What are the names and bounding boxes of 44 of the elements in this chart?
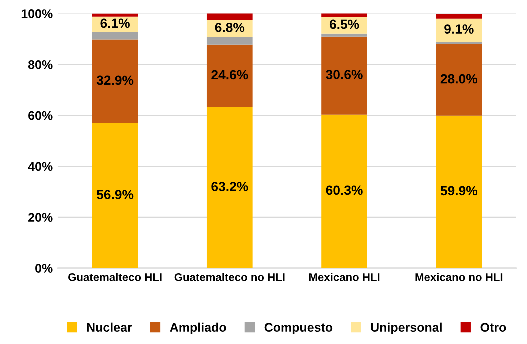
- data-label: 32.9%: [96, 76, 134, 86]
- x-tick-label: Guatemalteco no HLI: [174, 273, 285, 282]
- legend-label: Nuclear: [87, 322, 132, 332]
- bar: [92, 32, 138, 40]
- x-tick-label: Guatemalteco HLI: [68, 273, 162, 282]
- data-label: 6.5%: [330, 20, 360, 30]
- bar: [206, 37, 253, 45]
- y-tick-label: 100%: [22, 10, 53, 18]
- legend-label: Otro: [480, 323, 506, 332]
- bar: [322, 34, 368, 37]
- bar: [436, 116, 482, 268]
- y-tick-label: 20%: [28, 213, 53, 222]
- y-tick-label: 80%: [28, 60, 53, 70]
- data-label: 6.8%: [215, 22, 245, 32]
- data-label: 56.9%: [96, 190, 134, 200]
- bar: [206, 107, 253, 268]
- legend-label: Unipersonal: [371, 322, 442, 334]
- bar: [436, 14, 482, 19]
- bar: [436, 44, 482, 116]
- bar: [322, 36, 368, 115]
- data-label: 59.9%: [440, 186, 478, 196]
- bar: [322, 14, 368, 18]
- bar: [206, 14, 253, 20]
- bar: [92, 123, 138, 268]
- data-label: 6.1%: [100, 18, 130, 28]
- data-label: 24.6%: [212, 70, 248, 80]
- data-label: 28.0%: [440, 74, 478, 84]
- x-tick-label: Mexicano HLI: [309, 273, 380, 282]
- bar: [206, 44, 253, 108]
- x-tick-label: Mexicano no HLI: [416, 273, 503, 282]
- bar: [436, 42, 482, 45]
- y-tick-label: 0%: [36, 264, 53, 273]
- bar: [436, 18, 482, 42]
- data-label: 30.6%: [326, 70, 363, 80]
- legend-label: Ampliado: [170, 322, 226, 334]
- y-tick-label: 60%: [28, 111, 53, 120]
- bar: [322, 114, 368, 268]
- y-tick-label: 40%: [28, 162, 53, 172]
- bar: [92, 14, 138, 17]
- data-label: 63.2%: [212, 182, 248, 192]
- bar: [92, 40, 138, 124]
- legend-label: Compuesto: [264, 323, 333, 334]
- data-label: 9.1%: [444, 24, 474, 34]
- data-label: 60.3%: [326, 186, 363, 196]
